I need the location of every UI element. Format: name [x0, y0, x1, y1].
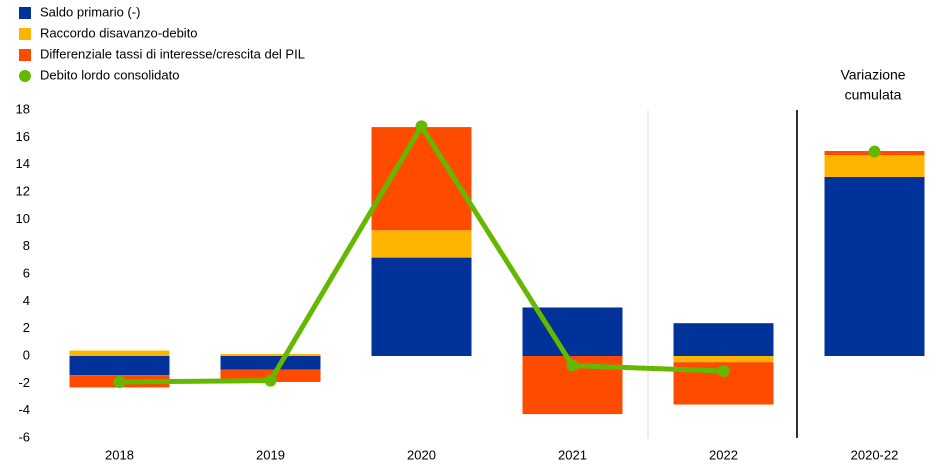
line-marker	[868, 145, 881, 158]
bar-segment	[69, 350, 170, 356]
legend-label: Debito lordo consolidato	[40, 67, 179, 82]
y-tick-label: 2	[23, 320, 30, 335]
annotation: cumulata	[845, 87, 902, 103]
y-tick-label: -6	[18, 429, 30, 444]
y-tick-label: 10	[16, 211, 30, 226]
x-tick-label: 2018	[105, 447, 134, 462]
legend-swatch	[19, 7, 31, 19]
y-tick-label: 18	[16, 101, 30, 116]
bar-segment	[824, 155, 925, 177]
y-tick-label: 6	[23, 265, 30, 280]
bar-segment	[220, 353, 321, 356]
x-tick-label: 2021	[558, 447, 587, 462]
y-tick-label: -2	[18, 375, 30, 390]
bar-segment	[673, 356, 774, 363]
line-marker	[264, 374, 277, 387]
line-marker	[113, 375, 126, 388]
x-tick-label: 2022	[709, 447, 738, 462]
x-tick-label: 2020	[407, 447, 436, 462]
y-tick-label: 0	[23, 347, 30, 362]
y-tick-label: 14	[16, 156, 30, 171]
y-tick-label: 12	[16, 183, 30, 198]
bar-segment	[371, 230, 472, 258]
bar-segment	[69, 356, 170, 376]
line-marker	[717, 365, 730, 378]
legend-swatch	[19, 49, 31, 61]
line-marker	[566, 359, 579, 372]
y-tick-label: -4	[18, 402, 30, 417]
line-marker	[415, 120, 428, 133]
legend-label: Differenziale tassi di interesse/crescit…	[40, 46, 305, 61]
x-tick-label: 2020-22	[851, 447, 899, 462]
y-tick-label: 4	[23, 293, 30, 308]
legend-label: Saldo primario (-)	[40, 4, 140, 19]
y-tick-label: 16	[16, 129, 30, 144]
bar-segment	[220, 356, 321, 370]
x-tick-label: 2019	[256, 447, 285, 462]
legend-marker	[19, 70, 31, 82]
y-tick-label: 8	[23, 238, 30, 253]
legend-label: Raccordo disavanzo-debito	[40, 25, 198, 40]
bar-segment	[824, 176, 925, 356]
annotation: Variazione	[840, 67, 905, 83]
legend-swatch	[19, 28, 31, 40]
bar-segment	[371, 257, 472, 356]
bar-segment	[673, 323, 774, 356]
